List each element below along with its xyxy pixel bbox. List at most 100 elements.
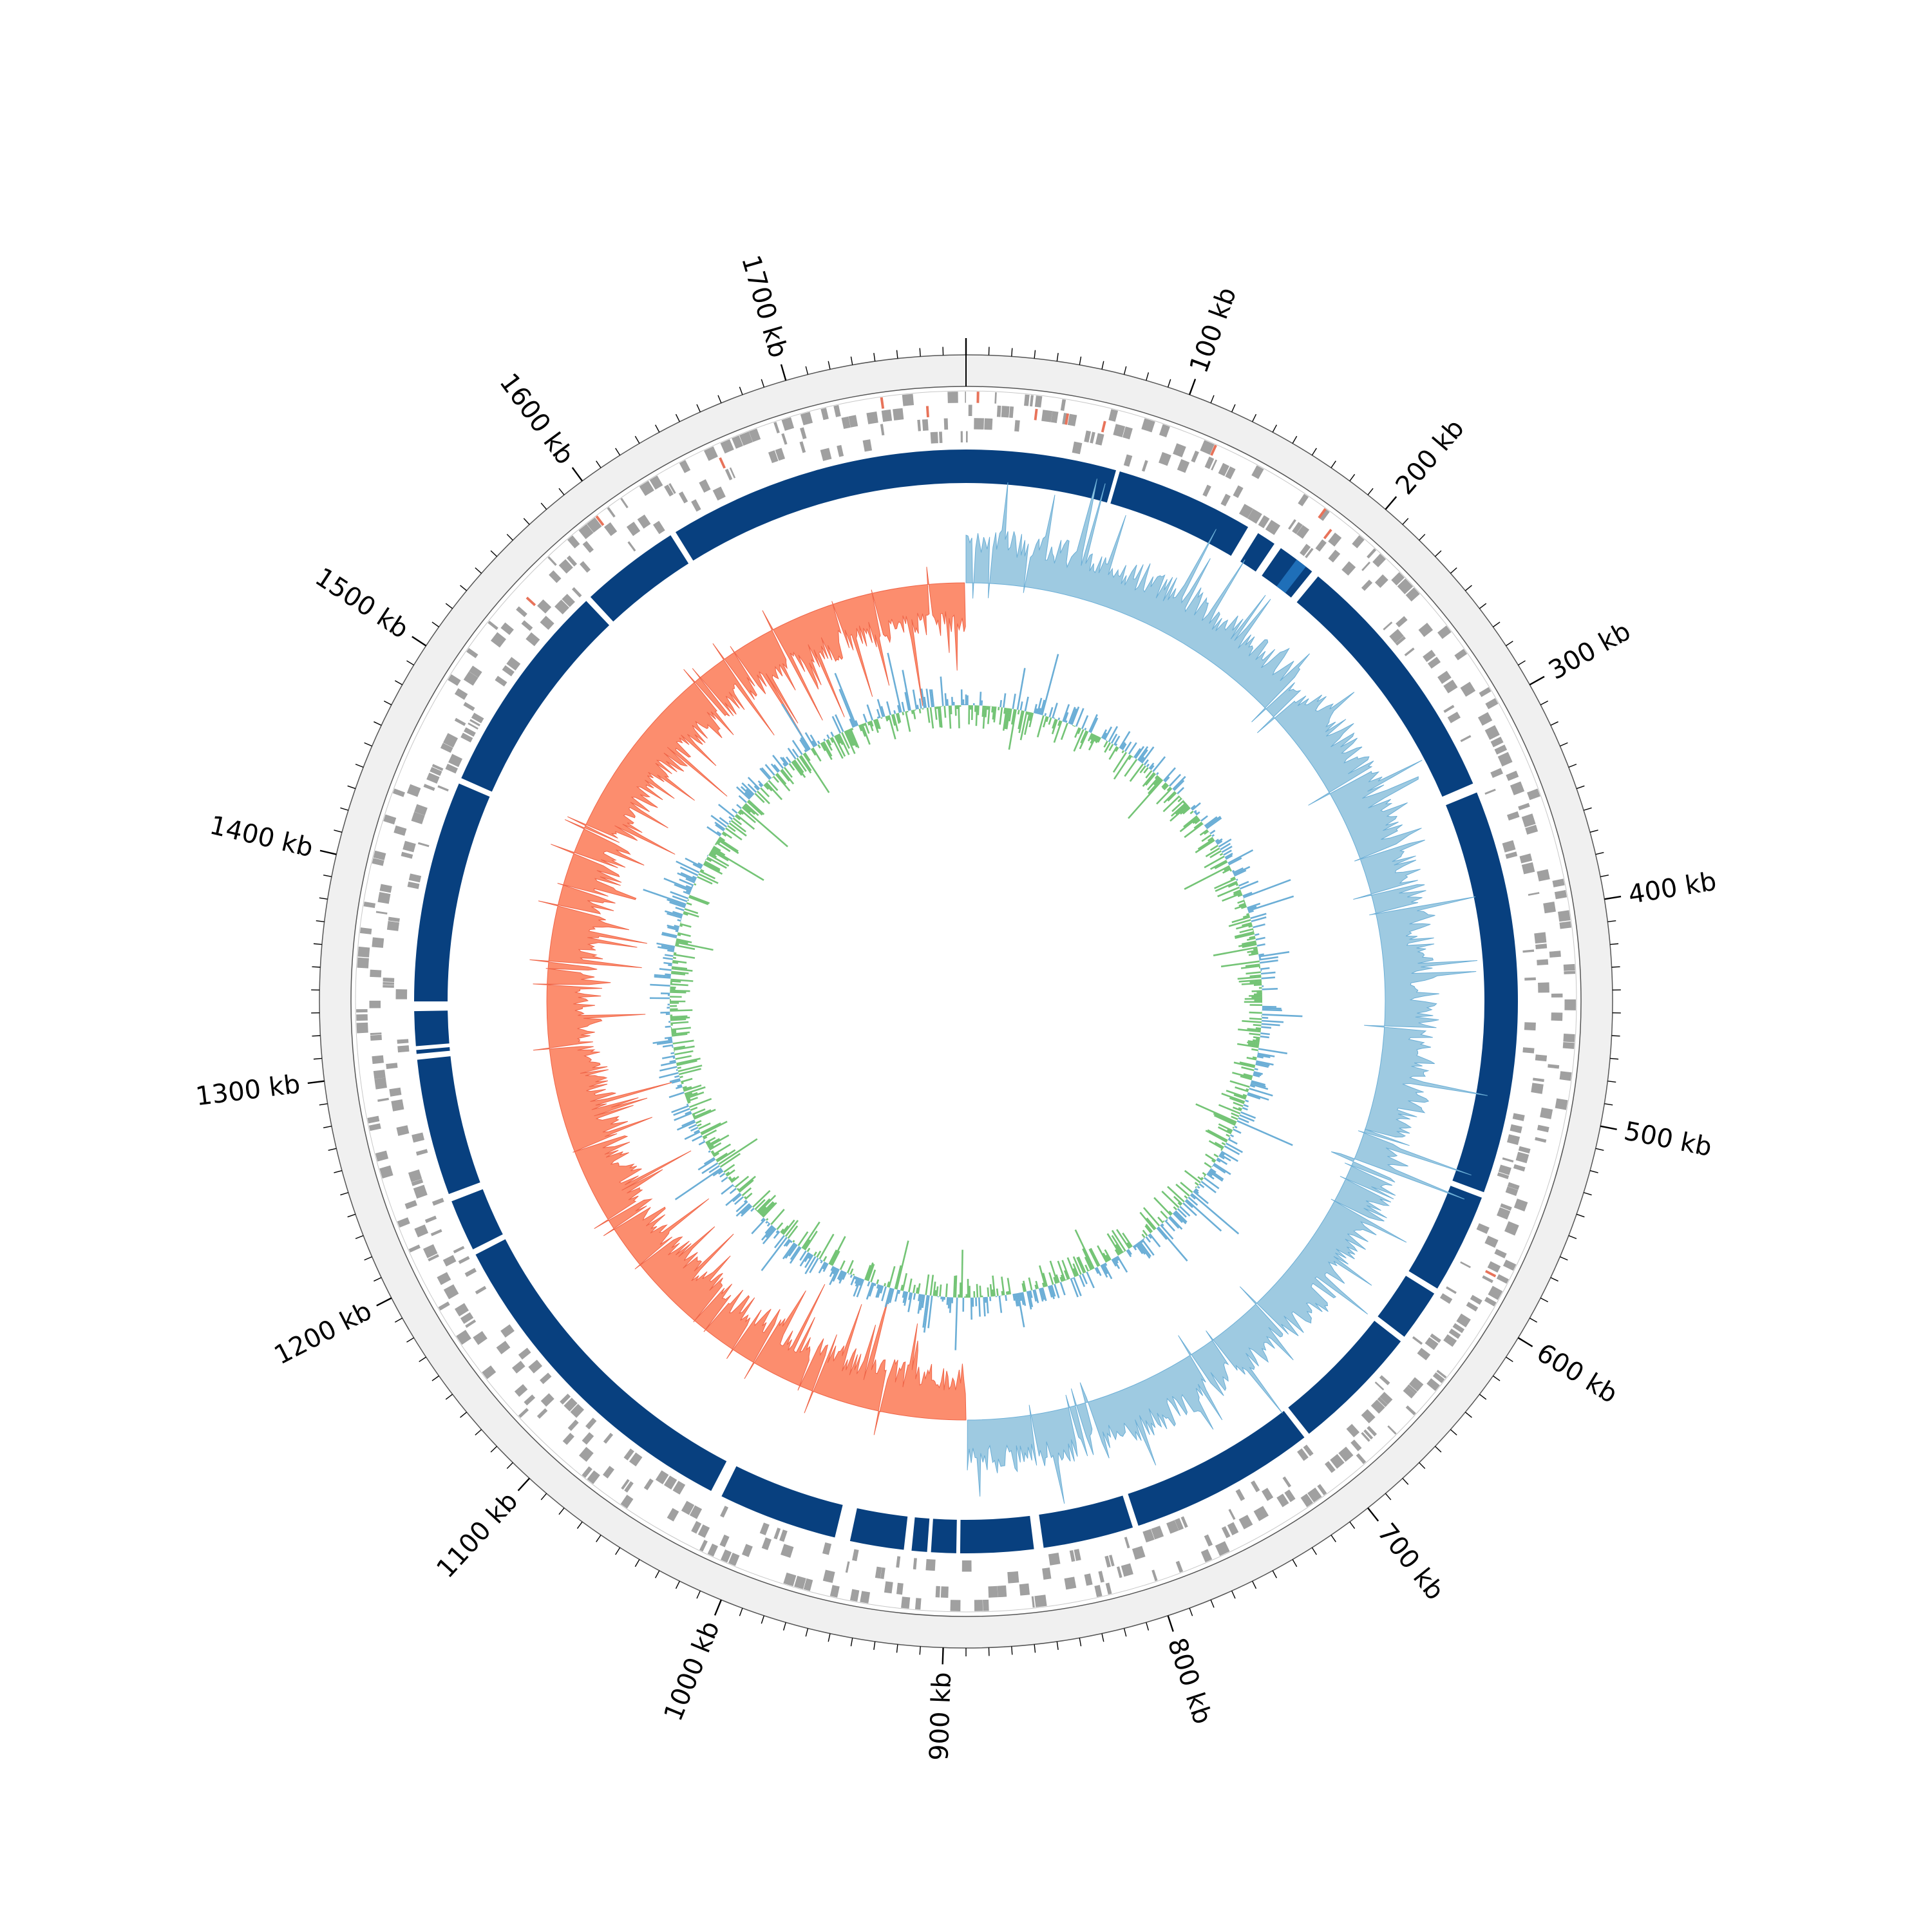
minor-tick	[761, 379, 765, 388]
gc-content-bar	[1137, 1242, 1151, 1259]
feature-block	[947, 392, 958, 403]
gc-content-bar	[671, 1031, 690, 1036]
gc-content-bar	[739, 809, 756, 824]
feature-block-red	[719, 457, 726, 469]
feature-block	[1228, 1509, 1236, 1520]
gc-content-bar	[660, 1011, 670, 1014]
gc-content-bar	[979, 692, 982, 706]
gc-content-bar	[1204, 1162, 1212, 1168]
gc-content-bar	[1248, 925, 1253, 928]
minor-tick	[1034, 350, 1036, 359]
gc-content-bar	[931, 689, 935, 707]
gc-content-bar	[1049, 1260, 1059, 1283]
gc-content-bar	[1240, 1111, 1256, 1119]
gc-content-bar	[694, 1129, 700, 1134]
gc-content-bar	[1253, 1039, 1260, 1042]
feature-block	[689, 1505, 703, 1519]
minor-tick	[1560, 1256, 1568, 1261]
gc-content-bar	[837, 734, 844, 745]
gc-content-bar	[1108, 743, 1114, 752]
minor-tick	[782, 1622, 786, 1631]
gc-content-bar	[1202, 1171, 1207, 1176]
gc-content-bar	[670, 989, 690, 992]
gc-content-bar	[694, 883, 697, 886]
gc-content-bar	[773, 1231, 781, 1239]
gc-content-bar	[693, 1109, 712, 1119]
gc-content-bar	[936, 1286, 939, 1296]
feature-block	[720, 1506, 729, 1518]
gc-content-bar	[1163, 767, 1176, 782]
minor-tick	[1231, 404, 1236, 413]
gc-content-bar	[762, 1202, 777, 1218]
tick-label: 1600 kb	[493, 368, 580, 470]
gc-content-bar	[1172, 775, 1186, 790]
gc-content-bar	[686, 1103, 689, 1106]
feature-block	[1405, 1405, 1416, 1416]
gc-content-bar	[715, 1152, 728, 1161]
gc-content-bar	[1247, 937, 1256, 941]
feature-block	[1315, 539, 1327, 552]
gc-content-bar	[866, 704, 874, 721]
gc-content-bar	[725, 827, 743, 841]
gc-content-bar	[781, 768, 795, 785]
gc-content-bar	[1238, 1117, 1249, 1123]
feature-block	[1108, 409, 1119, 422]
gc-content-bar	[728, 816, 733, 820]
gc-content-bar	[1212, 1164, 1226, 1174]
gc-content-bar	[1104, 742, 1112, 753]
gc-content-bar	[656, 1041, 673, 1045]
feature-block	[571, 587, 582, 598]
feature-block	[1460, 681, 1476, 697]
gc-content-bar	[661, 933, 677, 939]
gc-content-bar	[1262, 1014, 1303, 1018]
feature-block	[672, 1481, 686, 1495]
gc-content-bar	[1233, 891, 1242, 896]
gc-content-bar	[1224, 853, 1233, 858]
contig-segment	[417, 1056, 480, 1195]
gc-content-bar	[1205, 1153, 1217, 1162]
gc-content-bar	[1195, 819, 1201, 824]
minor-tick	[739, 1607, 743, 1616]
feature-block	[691, 499, 701, 512]
feature-block	[681, 1501, 695, 1515]
contig-segment	[475, 1239, 727, 1492]
gc-content-bar	[1077, 728, 1082, 735]
gc-content-bar	[1023, 1280, 1027, 1292]
feature-block	[1072, 441, 1083, 455]
gc-content-bar	[761, 1202, 775, 1217]
gc-content-bar	[1115, 746, 1119, 752]
feature-block	[783, 1572, 797, 1587]
gc-content-bar	[822, 1256, 828, 1262]
feature-block	[413, 1184, 428, 1199]
gc-content-bar	[1207, 1171, 1213, 1177]
gc-content-bar	[1209, 1169, 1224, 1180]
gc-content-bar	[902, 712, 905, 715]
gc-content-bar	[1220, 1151, 1225, 1156]
gc-content-bar	[1239, 928, 1254, 934]
gc-content-bar	[887, 1288, 893, 1305]
gc-content-bar	[1071, 706, 1080, 725]
gc-content-bar	[792, 760, 806, 779]
gc-content-bar	[886, 1281, 890, 1287]
feature-block	[996, 405, 1001, 417]
gc-content-bar	[687, 1097, 698, 1103]
gc-content-bar	[1233, 1106, 1242, 1112]
feature-block	[1317, 1484, 1327, 1495]
gc-content-bar	[1141, 1233, 1146, 1238]
feature-block	[1383, 621, 1393, 630]
minor-tick	[634, 435, 640, 444]
gc-content-bar	[1060, 723, 1068, 741]
gc-content-bar	[1243, 1104, 1249, 1108]
gc-content-bar	[782, 757, 789, 765]
feature-block	[901, 1596, 911, 1609]
gc-content-bar	[1195, 839, 1215, 853]
gc-content-bar	[804, 1253, 811, 1262]
gc-content-bar	[711, 1151, 715, 1155]
feature-block	[1518, 1146, 1531, 1154]
feature-block	[389, 1087, 402, 1097]
gc-content-bar	[1146, 763, 1150, 768]
feature-block	[732, 435, 743, 449]
feature-block	[1221, 1526, 1231, 1539]
gc-content-bar	[1222, 867, 1231, 874]
gc-content-bar	[711, 848, 764, 881]
